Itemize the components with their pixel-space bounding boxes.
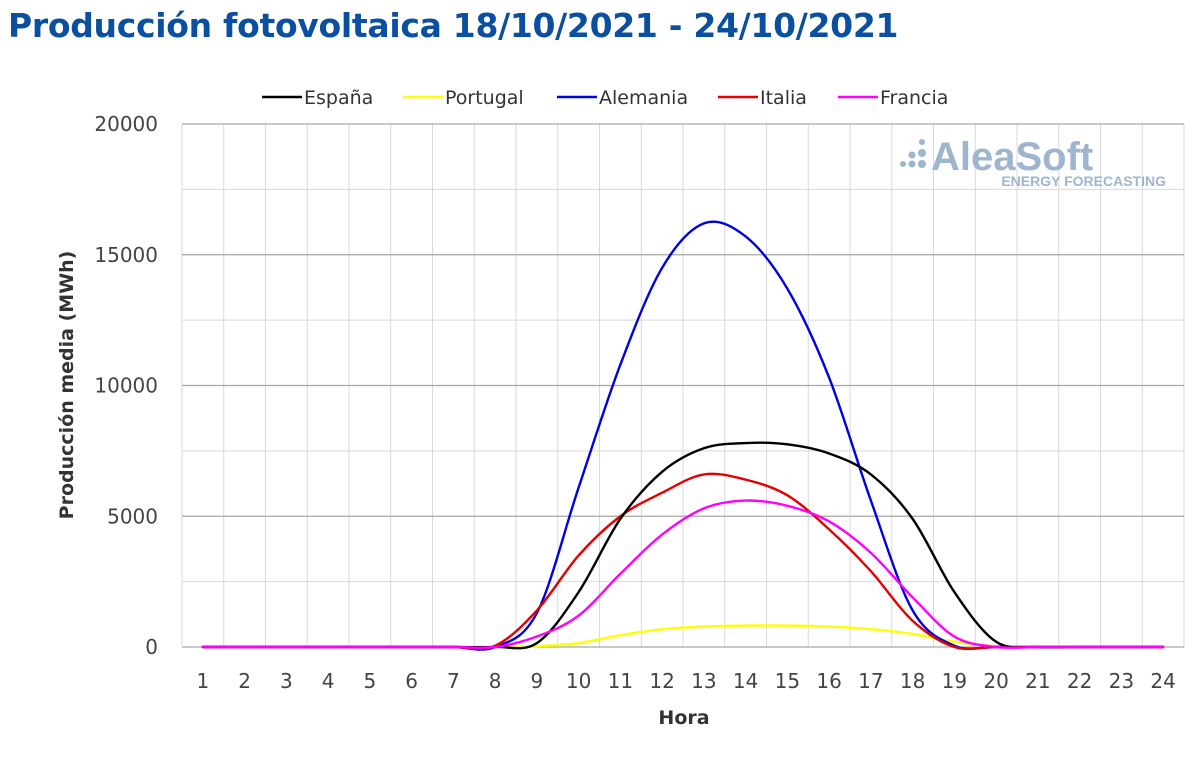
x-tick-label: 22 [1067,669,1092,693]
x-tick-label: 7 [447,669,460,693]
x-tick-label: 23 [1109,669,1134,693]
x-tick-label: 24 [1150,669,1175,693]
x-tick-label: 8 [489,669,502,693]
x-tick-label: 14 [733,669,758,693]
y-axis-ticks: 0 5000 10000 15000 20000 [94,112,158,659]
y-tick-label: 0 [145,635,158,659]
legend-item: Alemania [557,87,688,109]
y-tick-label: 5000 [107,504,158,528]
x-axis-title: Hora [658,707,709,729]
logo-sub-text: ENERGY FORECASTING [1001,173,1166,189]
x-tick-label: 11 [608,669,633,693]
x-tick-label: 10 [566,669,591,693]
x-tick-label: 1 [197,669,210,693]
x-tick-label: 9 [531,669,544,693]
x-tick-label: 20 [983,669,1008,693]
legend-label: España [304,87,373,109]
grid [181,123,1185,648]
legend-label: Portugal [445,87,524,109]
x-tick-label: 17 [858,669,883,693]
x-tick-label: 13 [691,669,716,693]
y-tick-label: 10000 [94,374,158,398]
x-tick-label: 4 [322,669,335,693]
legend-label: Italia [760,87,807,109]
legend-item: Portugal [403,87,524,109]
x-tick-label: 2 [238,669,251,693]
y-axis-title: Producción media (MWh) [56,251,78,520]
legend-item: España [262,87,373,109]
legend: España Portugal Alemania Italia Francia [262,87,948,109]
x-tick-label: 19 [942,669,967,693]
x-tick-label: 12 [649,669,674,693]
y-tick-label: 15000 [94,243,158,267]
legend-item: Italia [718,87,807,109]
x-tick-label: 16 [816,669,841,693]
series-line-francia [201,499,1165,649]
series-lines [201,220,1165,651]
legend-label: Francia [880,87,948,109]
logo-dots-icon [900,139,926,168]
logo-main-text: AleaSoft [931,135,1093,179]
x-axis-ticks: 1 2 3 4 5 6 7 8 9 10 11 12 13 14 15 16 17 18 19 20 21 22 23 24 [197,669,1176,693]
x-tick-label: 6 [405,669,418,693]
legend-label: Alemania [599,87,688,109]
x-tick-label: 5 [364,669,377,693]
logo: AleaSoft ENERGY FORECASTING [900,135,1166,189]
x-tick-label: 3 [280,669,293,693]
x-tick-label: 21 [1025,669,1050,693]
legend-item: Francia [838,87,948,109]
y-tick-label: 20000 [94,112,158,136]
page-title: Producción fotovoltaica 18/10/2021 - 24/… [8,6,899,45]
x-tick-label: 18 [900,669,925,693]
x-tick-label: 15 [775,669,800,693]
